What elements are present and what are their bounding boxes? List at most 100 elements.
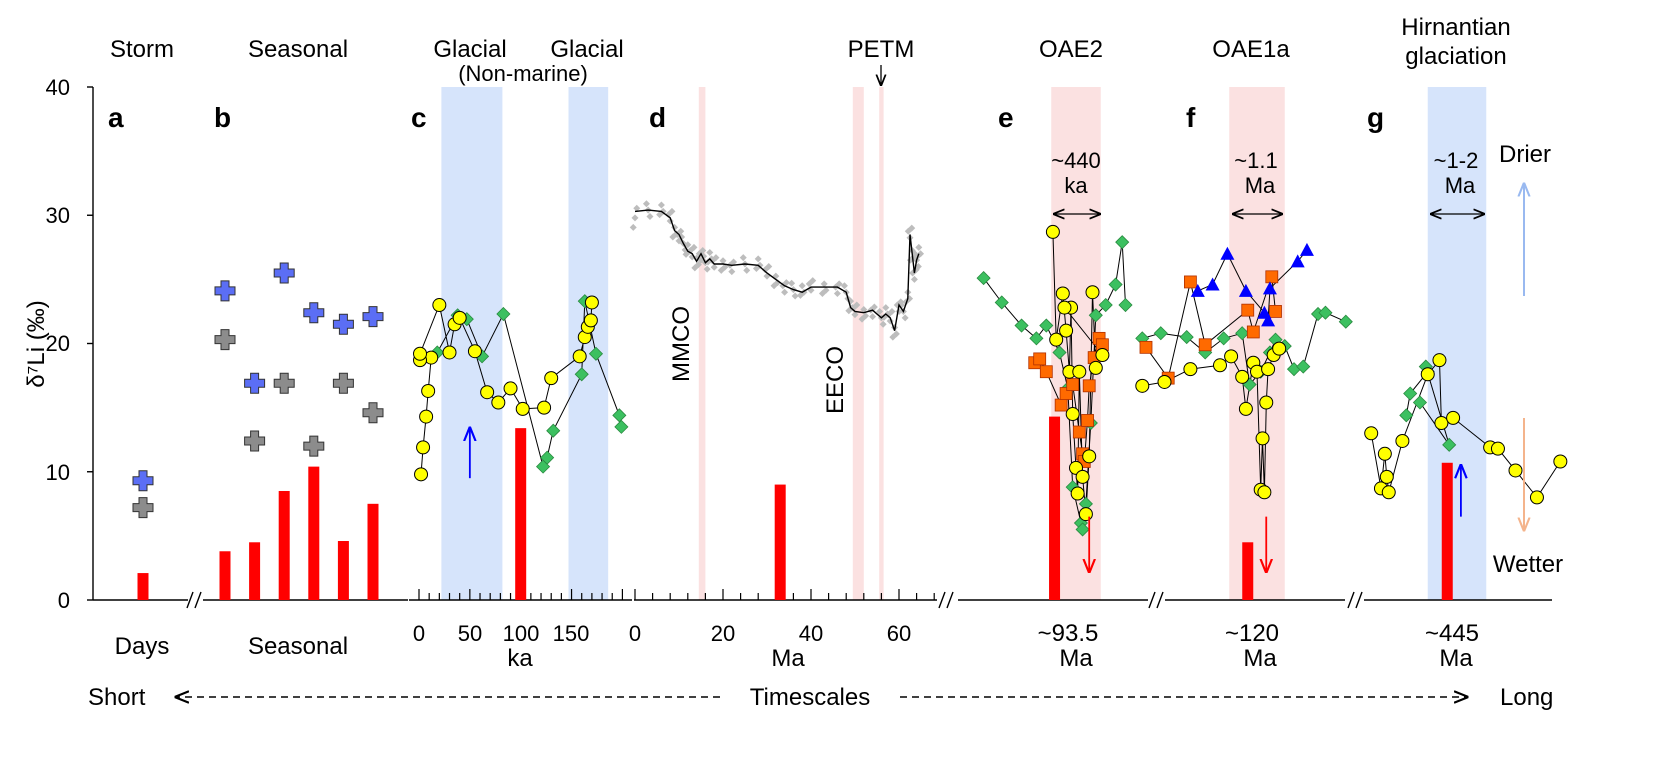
panel-d-gray-point [703, 265, 711, 273]
panel-d-gray-point [765, 263, 773, 271]
warm-event-shading [852, 87, 864, 600]
panel-d-gray-point [798, 282, 806, 290]
panel-f-green-diamond [1235, 326, 1250, 341]
panel-c-x-tick: 100 [503, 621, 540, 646]
panel-d-gray-point [915, 243, 923, 251]
panel-e-bottom-1: ~93.5 [1038, 620, 1099, 647]
panel-d-trend-line [634, 209, 920, 331]
axis-break-mark [946, 591, 954, 609]
panel-d-gray-point [901, 314, 909, 322]
panel-b-bar [219, 551, 231, 600]
panel-f-blue-triangle [1262, 281, 1277, 295]
panel-c-yellow-circle [515, 401, 530, 416]
panel-e-yellow-circle [1065, 407, 1080, 422]
panel-f-yellow-circle [1213, 358, 1227, 373]
panel-b-blue-plus [303, 302, 325, 324]
panel-f-orange-square [1139, 340, 1153, 354]
panel-d-gray-point [809, 277, 817, 285]
panel-b-blue-plus [362, 306, 384, 328]
panel-e-green-diamond [1088, 308, 1103, 323]
panel-e-yellow-circle [1045, 224, 1060, 239]
panel-f-blue-triangle [1238, 283, 1253, 297]
y-tick-label: 30 [46, 203, 70, 228]
warm-event-shading [879, 87, 884, 600]
panel-f-yellow-circle [1261, 362, 1276, 377]
drier-label: Drier [1499, 141, 1551, 168]
panel-d-gray-point [710, 263, 718, 271]
panel-c-yellow-circle [537, 400, 552, 415]
panel-e-title: OAE2 [1039, 36, 1103, 63]
panel-d-gray-point [876, 307, 884, 315]
panel-g-yellow-circle [1490, 441, 1505, 456]
panel-letter-d: d [649, 102, 666, 133]
panel-letter-e: e [998, 102, 1014, 133]
panel-f-bottom-2: Ma [1243, 645, 1277, 672]
panel-f-blue-triangle [1205, 277, 1220, 291]
panel-f-bottom-1: ~120 [1225, 620, 1279, 647]
panel-f-yellow-circle [1157, 374, 1172, 389]
panel-d-gray-point [791, 292, 799, 300]
panel-d-gray-point [719, 257, 727, 265]
panel-d-gray-point [833, 289, 841, 297]
panel-f-orange-square [1184, 275, 1197, 289]
arrows-layer [470, 428, 1461, 572]
panel-e-green-diamond [1118, 297, 1133, 313]
panel-c-yellow-circle [491, 395, 506, 410]
panel-c-subtitle: (Non-marine) [458, 61, 588, 86]
wetter-label: Wetter [1493, 551, 1563, 578]
panel-c-green-diamond [612, 408, 627, 423]
panel-g-yellow-circle [1420, 367, 1435, 382]
shading-layer [441, 87, 1487, 600]
panel-c-green-diamond [546, 423, 561, 438]
panel-f-orange-square [1241, 303, 1255, 317]
panel-g-bottom-1: ~445 [1425, 620, 1479, 647]
panel-d-gray-point [677, 227, 685, 235]
panel-a-gray-plus [132, 497, 154, 519]
panel-d-gray-point [646, 213, 654, 221]
panel-f-yellow-circle [1259, 395, 1274, 410]
panel-letter-b: b [214, 102, 231, 133]
panel-g-yellow-circle [1381, 485, 1396, 500]
panel-d-gray-point [820, 280, 828, 288]
panel-d-gray-point [781, 288, 789, 296]
panel-b-gray-plus [362, 402, 384, 424]
panel-d-gray-point [631, 214, 639, 222]
panel-g-green-diamond [1403, 386, 1418, 401]
panel-d-gray-point [870, 303, 878, 311]
panel-d-gray-point [699, 247, 707, 255]
panel-c-green-diamond [574, 367, 589, 382]
panel-c-yellow-circle [583, 313, 598, 328]
panel-f-span-2: Ma [1245, 173, 1276, 198]
panel-b-gray-plus [303, 435, 325, 457]
panel-f-green-diamond [1216, 331, 1231, 346]
panel-e-green-diamond [1014, 318, 1029, 333]
panel-c-x-unit: ka [507, 645, 533, 672]
panel-b-blue-plus [273, 262, 295, 284]
panel-f-title: OAE1a [1212, 36, 1290, 63]
panel-g-green-diamond [1412, 395, 1428, 410]
panel-a-bottom-label: Days [115, 633, 170, 660]
panel-b-title: Seasonal [248, 36, 348, 63]
panel-d-gray-point [657, 201, 665, 209]
panel-d-gray-point [668, 207, 676, 215]
glacial-shading [568, 87, 609, 600]
axis-break-mark [186, 591, 194, 609]
panel-d-gray-point [892, 330, 900, 338]
panel-e-orange-square [1072, 425, 1086, 439]
panel-c-yellow-circle [467, 344, 482, 359]
axis-break-mark [1156, 591, 1164, 609]
panel-c-yellow-circle [442, 345, 457, 360]
panel-d-gray-point [851, 311, 859, 319]
panel-c-title-1: Glacial [433, 36, 506, 63]
panel-d-x-tick: 0 [629, 621, 641, 646]
timescale-title: Timescales [750, 684, 870, 711]
panel-c-yellow-circle [432, 298, 447, 313]
panel-e-green-diamond [994, 295, 1009, 310]
y-axis-label: δ⁷Li (‰) [23, 300, 50, 387]
panel-g-yellow-circle [1395, 433, 1410, 448]
panel-g-yellow-circle [1377, 446, 1392, 461]
axis-break-mark [1148, 591, 1156, 609]
panel-c-green-diamond [614, 419, 629, 434]
panel-e-green-diamond [976, 271, 991, 286]
panel-d-gray-point [728, 268, 736, 276]
